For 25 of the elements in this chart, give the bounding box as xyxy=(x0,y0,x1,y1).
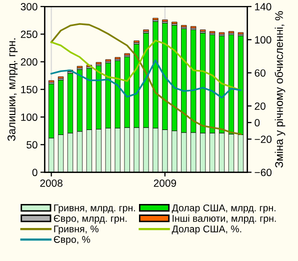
legend-label: Гривня, млрд. грн. xyxy=(54,204,135,214)
legend-label: Долар США, %. xyxy=(172,225,242,234)
legend-label: Гривня, % xyxy=(54,226,98,234)
legend-label: Долар США, млрд. грн. xyxy=(172,204,276,214)
x-tick-label: 2008 xyxy=(40,179,62,187)
y2-tick-label: 60 xyxy=(254,69,266,77)
y2-tick-label: 100 xyxy=(255,36,272,44)
y2-tick-label: 140 xyxy=(255,3,272,10)
legend-label: Євро, млрд. грн. xyxy=(54,214,127,224)
y2-tick-label: −60 xyxy=(254,168,272,176)
legend-label: Євро, % xyxy=(54,236,90,245)
y2-tick-label: 20 xyxy=(254,102,266,110)
y2-tick-label: −20 xyxy=(254,136,272,143)
y-tick-label: 150 xyxy=(21,86,38,94)
y-tick-label: 100 xyxy=(21,114,38,121)
y-tick-label: 250 xyxy=(20,30,38,38)
y-tick-label: 50 xyxy=(26,141,38,149)
y2-axis-title: Зміна у річному обчисленні, % xyxy=(274,11,286,168)
legend-label: Інші валюти, млрд. грн. xyxy=(172,214,276,224)
y-tick-label: 0 xyxy=(32,168,38,176)
y-tick-label: 300 xyxy=(20,3,38,10)
y-tick-label: 200 xyxy=(20,58,38,66)
x-tick-label: 2009 xyxy=(154,179,176,187)
y-axis-title: Залишки, млрд. грн. xyxy=(8,38,18,141)
y2-tick-label: 0 xyxy=(254,119,260,126)
